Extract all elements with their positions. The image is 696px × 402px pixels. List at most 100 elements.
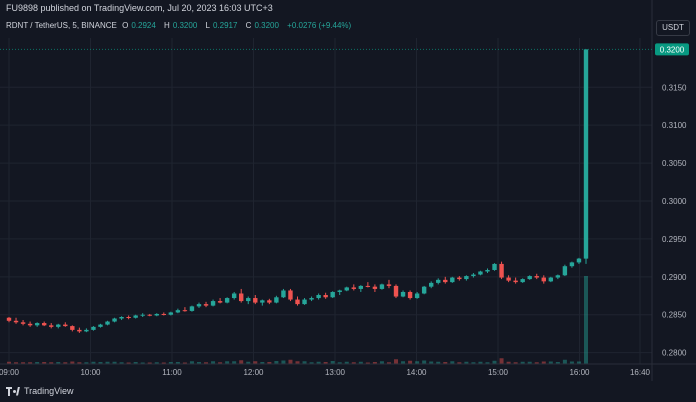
volume-bar <box>555 362 560 364</box>
volume-bar <box>28 362 33 364</box>
volume-bar <box>175 362 180 364</box>
candle-body <box>217 301 223 303</box>
candle-body <box>274 297 279 303</box>
candle-body <box>203 304 209 306</box>
volume-bar <box>429 361 434 364</box>
volume-bar <box>147 362 152 364</box>
volume-bar <box>394 359 399 364</box>
candle-body <box>478 271 483 275</box>
candle-body <box>91 326 96 330</box>
volume-bar <box>520 361 525 364</box>
volume-bar <box>239 360 244 364</box>
volume-bar <box>253 361 258 364</box>
candle-body <box>569 262 575 267</box>
candle-body <box>189 306 195 311</box>
candle-body <box>112 318 117 322</box>
chart-grid <box>0 38 652 364</box>
volume-bar <box>513 362 518 364</box>
volume-bar <box>492 360 497 364</box>
volume-bar <box>267 362 272 364</box>
price-chart[interactable]: 0.3150 0.3100 0.3050 0.3000 0.2950 0.2900 0.28… <box>0 0 696 381</box>
volume-bar <box>70 361 75 364</box>
volume-bar <box>471 362 476 364</box>
time-tick-label: 10:00 <box>80 368 101 377</box>
publisher-line: FU9898 published on TradingView.com, Jul… <box>6 3 273 13</box>
volume-bar <box>386 362 391 364</box>
volume-bar <box>584 276 588 364</box>
candle-body <box>231 293 237 299</box>
volume-bar <box>105 361 110 364</box>
last-price-badge <box>655 43 689 56</box>
volume-bar <box>351 362 356 364</box>
high-label: H <box>164 21 170 30</box>
close-value: 0.3200 <box>254 21 279 30</box>
candle-body <box>288 290 293 300</box>
change-value: +0.0276 (+9.44%) <box>287 21 352 30</box>
volume-bar <box>485 362 490 364</box>
price-tick-label: 0.3100 <box>662 121 687 130</box>
volume-bar <box>7 361 11 364</box>
candle-body <box>485 269 490 272</box>
last-price-tag: 0.3200 <box>0 43 689 56</box>
candle-body <box>56 324 61 327</box>
volume-bar <box>527 361 532 364</box>
volume-bar <box>218 362 223 364</box>
price-tick-label: 0.2950 <box>662 235 687 244</box>
symbol-name[interactable]: RDNT / TetherUS, 5, BINANCE <box>6 21 117 30</box>
candle-body <box>365 285 371 287</box>
candle-body <box>541 277 546 282</box>
candle-body <box>386 284 392 286</box>
candle-body <box>267 300 272 303</box>
time-axis: 09:00 10:00 11:00 12:00 13:00 14:00 15:00 16:00… <box>0 363 696 377</box>
time-tick-label: 11:00 <box>162 368 182 377</box>
volume-bar <box>98 362 103 364</box>
top-bar <box>0 0 696 18</box>
candle-body <box>246 298 251 302</box>
volume-bar <box>168 362 173 364</box>
volume-bar <box>337 362 342 364</box>
candle-body <box>105 321 110 325</box>
candle-body <box>506 277 511 281</box>
volume-bar <box>21 362 26 364</box>
candle-body <box>520 279 525 283</box>
volume-bar <box>457 362 462 364</box>
volume-bar <box>323 362 328 364</box>
candle-body <box>337 290 342 292</box>
volume-bar <box>478 361 483 364</box>
candle-body <box>34 323 40 326</box>
candle-body <box>499 263 504 278</box>
candles <box>6 49 589 333</box>
volume-bar <box>281 360 286 364</box>
volume-bar <box>246 361 251 364</box>
tradingview-brand[interactable]: TradingView <box>6 386 74 396</box>
candle-body <box>393 285 399 297</box>
candle-body <box>49 325 54 327</box>
candle-body <box>182 310 188 312</box>
candle-body <box>436 279 441 283</box>
candle-body <box>309 298 314 300</box>
volume-bar <box>569 361 574 364</box>
candle-body <box>239 293 244 302</box>
candle-body <box>253 298 258 303</box>
volume-bar <box>42 362 47 364</box>
candle-body <box>344 287 349 291</box>
candle-body <box>428 282 434 287</box>
volume-bar <box>260 362 265 364</box>
volume-bar <box>344 361 349 364</box>
volume-bar <box>576 361 581 364</box>
candle-body <box>224 298 230 303</box>
last-price-label: 0.3200 <box>660 45 685 54</box>
price-tick-label: 0.2900 <box>662 273 687 282</box>
volume-bar <box>119 362 124 364</box>
open-label: O <box>122 21 129 30</box>
candle-body <box>555 275 561 278</box>
volume-bar <box>112 361 117 364</box>
time-tick-label: 09:00 <box>0 368 20 377</box>
volume-bar <box>14 362 19 364</box>
currency-button[interactable]: USDT <box>656 20 690 36</box>
candle-body <box>77 329 82 332</box>
volume-bar <box>372 362 377 364</box>
candle-body <box>450 277 455 283</box>
time-tick-label: 14:00 <box>406 368 427 377</box>
candle-body <box>13 320 19 323</box>
